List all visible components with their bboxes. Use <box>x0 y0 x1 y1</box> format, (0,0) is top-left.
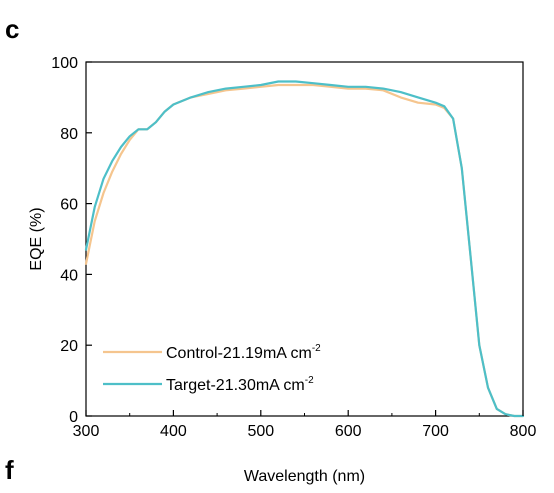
legend-label-text: Target-21.30mA cm <box>166 377 305 394</box>
x-tick-label: 700 <box>422 423 449 440</box>
plot-frame <box>85 61 524 417</box>
y-tick-label: 0 <box>69 409 78 426</box>
y-tick-label: 40 <box>60 267 78 284</box>
series-line-target <box>84 80 525 418</box>
y-tick-label: 80 <box>60 126 78 143</box>
y-tick-label: 20 <box>60 338 78 355</box>
axis-ticks: 300 400 500 600 700 800 0 20 40 60 80 100 <box>51 55 536 440</box>
legend-label-control: Control-21.19mA cm-2 <box>166 343 321 362</box>
legend-label-superscript: -2 <box>312 343 321 354</box>
x-tick-label: 400 <box>160 423 187 440</box>
x-tick-label: 800 <box>510 423 537 440</box>
y-tick-label: 60 <box>60 197 78 214</box>
panel-label-c: c <box>5 14 19 44</box>
legend-label-superscript: -2 <box>305 375 314 386</box>
x-tick-label: 500 <box>247 423 274 440</box>
x-tick-label: 300 <box>73 423 100 440</box>
y-tick-label: 100 <box>51 55 78 72</box>
x-tick-label: 600 <box>335 423 362 440</box>
legend-label-text: Control-21.19mA cm <box>166 345 312 362</box>
series-line-control <box>84 83 525 418</box>
y-axis-label: EQE (%) <box>28 207 45 270</box>
x-axis-label: Wavelength (nm) <box>244 468 365 485</box>
curves-group <box>84 80 525 418</box>
legend-label-target: Target-21.30mA cm-2 <box>166 375 314 394</box>
panel-label-f: f <box>5 455 14 485</box>
